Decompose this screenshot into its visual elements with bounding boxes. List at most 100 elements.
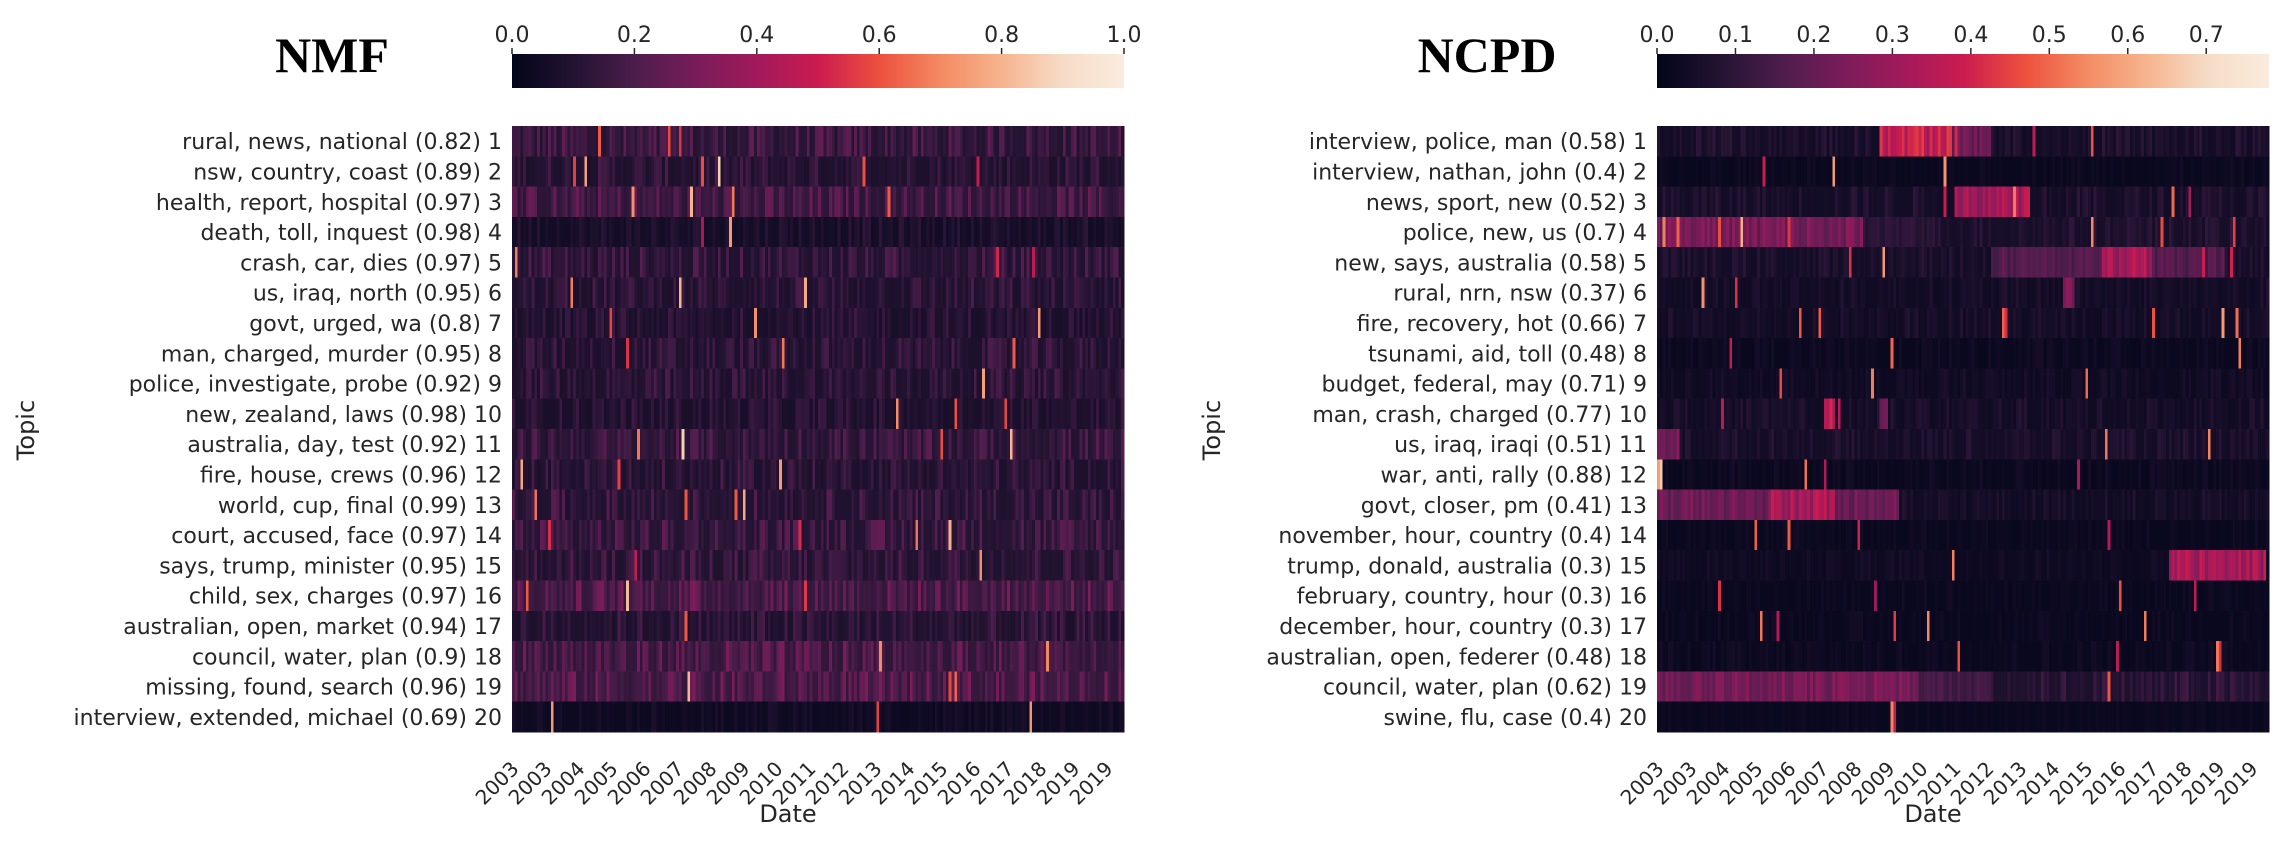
heatmap-cell [659,186,663,218]
heatmap-cell [1082,307,1086,339]
heatmap-cell [1057,216,1061,248]
heatmap-cell [795,671,800,703]
heatmap-cell [901,216,905,248]
heatmap-cell [748,580,752,612]
heatmap-cell [934,186,939,218]
heatmap-cell [904,580,908,612]
heatmap-cell [815,489,819,521]
heatmap-cell [570,186,574,218]
heatmap-cell [701,580,705,612]
heatmap-cell [751,580,755,612]
heatmap-cell [1037,701,1042,733]
heatmap-cell [734,519,738,551]
heatmap-cell [1032,580,1036,612]
heatmap-cell [1104,429,1108,460]
heatmap-cell [870,186,875,218]
heatmap-cell [562,156,566,187]
heatmap-cell [1848,156,1853,187]
heatmap-cell [1957,156,1961,187]
heatmap-cell [1034,519,1039,551]
heatmap-cell [2199,126,2203,157]
heatmap-cell [514,519,519,551]
heatmap-cell [965,398,969,430]
heatmap-cell [1757,156,1761,187]
heatmap-cell [573,277,577,309]
heatmap-cell [2230,156,2234,187]
heatmap-cell [1746,126,1750,157]
heatmap-cell [542,550,546,581]
heatmap-cell [1076,641,1081,672]
heatmap-cell [801,641,805,672]
heatmap-cell [520,429,524,460]
heatmap-cell [948,307,953,339]
heatmap-cell [776,126,780,157]
heatmap-cell [690,368,694,400]
heatmap-cell [1107,459,1111,490]
heatmap-cell [979,156,983,187]
heatmap-cell [1851,156,1856,187]
heatmap-cell [962,701,967,733]
heatmap-cell [859,641,864,672]
heatmap-cell [1974,126,1978,157]
heatmap-cell [2074,126,2078,157]
heatmap-cell [740,186,744,218]
heatmap-cell [525,126,530,157]
heatmap-cell [1121,186,1125,218]
heatmap-cell [2107,126,2112,157]
heatmap-cell [676,641,680,672]
heatmap-cell [534,307,538,339]
heatmap-cell [1034,126,1039,157]
heatmap-cell [912,186,916,218]
heatmap-cell [626,459,630,490]
heatmap-cell [545,156,549,187]
heatmap-cell [890,641,894,672]
heatmap-cell [795,398,800,430]
heatmap-cell [823,216,827,248]
heatmap-cell [1090,277,1094,309]
heatmap-cell [940,519,944,551]
heatmap-cell [968,580,972,612]
heatmap-cell [523,550,527,581]
heatmap-cell [873,186,878,218]
heatmap-cell [754,519,758,551]
heatmap-cell [926,610,930,642]
heatmap-cell [1051,489,1056,521]
heatmap-cell [548,277,552,309]
heatmap-cell [1104,519,1108,551]
heatmap-cell [987,156,992,187]
heatmap-cell [614,307,619,339]
heatmap-cell [623,368,627,400]
heatmap-cell [1015,701,1019,733]
heatmap-cell [823,580,827,612]
heatmap-cell [634,277,638,309]
heatmap-cell [631,429,635,460]
heatmap-cell [703,671,708,703]
heatmap-cell [998,338,1003,369]
heatmap-cell [514,338,519,369]
heatmap-cell [1737,156,1742,187]
heatmap-cell [556,247,560,278]
heatmap-cell [1001,550,1005,581]
heatmap-cell [959,186,964,218]
heatmap-cell [726,156,730,187]
heatmap-cell [659,247,663,278]
heatmap-cell [609,610,613,642]
heatmap-cell [603,307,608,339]
heatmap-cell [831,186,836,218]
heatmap-cell [990,550,994,581]
heatmap-cell [979,489,983,521]
heatmap-cell [562,459,566,490]
heatmap-cell [834,701,839,733]
heatmap-cell [865,459,869,490]
heatmap-cell [959,580,964,612]
heatmap-cell [773,277,777,309]
heatmap-cell [1732,186,1736,218]
heatmap-cell [1812,186,1817,218]
heatmap-cell [798,398,802,430]
heatmap-cell [531,489,535,521]
heatmap-cell [723,247,727,278]
heatmap-cell [1029,307,1033,339]
heatmap-cell [773,307,777,339]
heatmap-cell [932,338,936,369]
heatmap-cell [523,186,527,218]
